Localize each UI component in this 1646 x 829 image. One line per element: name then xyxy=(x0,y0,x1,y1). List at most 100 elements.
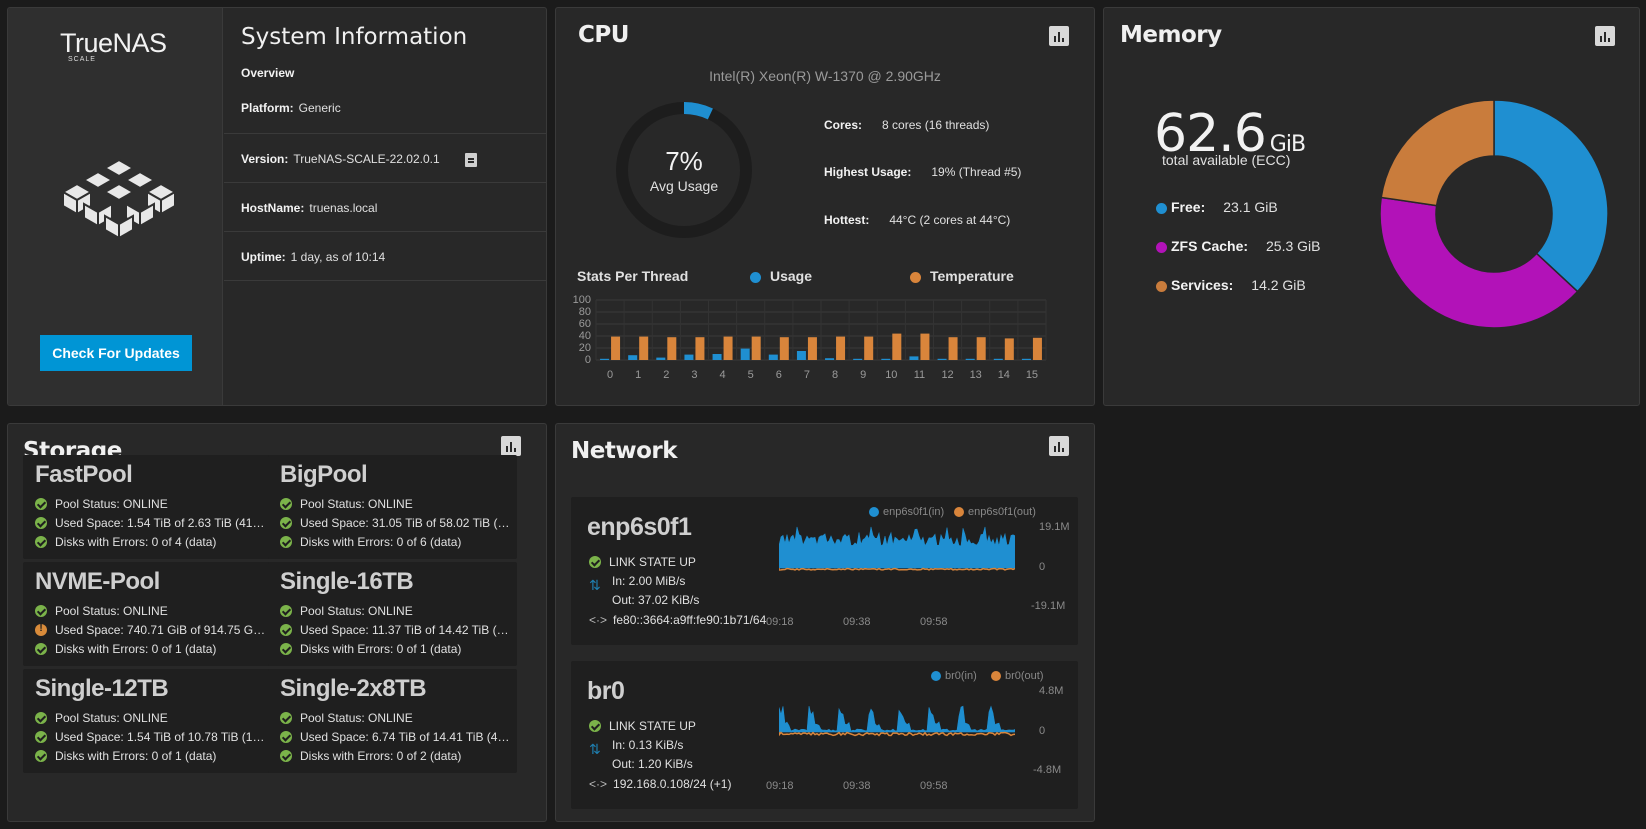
interface-address: <·> fe80::3664:a9ff:fe90:1b71/64 xyxy=(589,613,773,627)
x-tick-label: 0 xyxy=(607,369,613,381)
pool-card: Single-16TB Pool Status: ONLINE Used Space… xyxy=(268,562,517,666)
truenas-mark-icon xyxy=(60,158,178,240)
pool-status: Pool Status: ONLINE xyxy=(280,604,512,618)
check-icon xyxy=(280,643,292,655)
check-icon xyxy=(280,536,292,548)
usage-bar xyxy=(825,358,835,360)
cpu-gauge-arc xyxy=(616,102,752,238)
memory-services-label: Services: xyxy=(1171,277,1234,293)
y-tick-label: 100 xyxy=(573,294,591,306)
x-tick-label: 14 xyxy=(998,369,1010,381)
pool-status: Pool Status: ONLINE xyxy=(35,604,267,618)
version-row: Version: TrueNAS-SCALE-22.02.0.1 xyxy=(224,135,546,183)
temperature-bar xyxy=(920,333,930,360)
temperature-bar xyxy=(751,336,761,360)
overview-heading: Overview xyxy=(241,66,295,80)
memory-services-value: 14.2 GiB xyxy=(1251,277,1306,293)
legend-in: enp6s0f1(in) xyxy=(869,506,944,518)
memory-total-sub: total available (ECC) xyxy=(1162,152,1291,168)
memory-reports-icon[interactable] xyxy=(1595,26,1615,46)
free-dot-icon xyxy=(1156,202,1167,214)
check-icon xyxy=(280,517,292,529)
pool-used-text: Used Space: 740.71 GiB of 914.75 GiB (81… xyxy=(55,623,267,637)
platform-row: Platform: Generic xyxy=(224,98,546,134)
stats-per-thread-label: Stats Per Thread xyxy=(577,268,689,284)
x-tick-label: 12 xyxy=(941,369,953,381)
truenas-logo: TrueNAS xyxy=(60,28,167,58)
link-icon: <·> xyxy=(589,613,608,627)
services-dot-icon xyxy=(1156,280,1167,292)
cpu-title: CPU xyxy=(578,22,629,48)
system-logo-panel: TrueNAS SCALE Check For xyxy=(8,8,223,405)
x-tick-label: 11 xyxy=(914,369,925,381)
pool-used-text: Used Space: 1.54 TiB of 10.78 TiB (14% U… xyxy=(55,730,267,744)
pool-used-space: Used Space: 11.37 TiB of 14.42 TiB (79% … xyxy=(280,623,512,637)
pool-status: Pool Status: ONLINE xyxy=(35,497,267,511)
temperature-bar xyxy=(836,336,846,360)
link-state: LINK STATE UP xyxy=(589,555,773,569)
y-min-label: -19.1M xyxy=(1031,600,1066,612)
pool-disk-errors: Disks with Errors: 0 of 6 (data) xyxy=(280,535,512,549)
usage-bar xyxy=(909,356,919,360)
pool-used-space: Used Space: 740.71 GiB of 914.75 GiB (81… xyxy=(35,623,267,637)
memory-card: Memory 62.6 GiB total available (ECC) Fre… xyxy=(1103,7,1640,406)
x-tick-label: 2 xyxy=(663,369,669,381)
temperature-bar xyxy=(807,337,817,360)
highest-value: 19% (Thread #5) xyxy=(931,165,1022,179)
check-icon xyxy=(280,605,292,617)
legend-in-label: enp6s0f1(in) xyxy=(883,506,945,518)
check-for-updates-button[interactable]: Check For Updates xyxy=(40,335,192,371)
pool-name: NVME-Pool xyxy=(35,568,160,595)
y-tick-label: 40 xyxy=(579,330,591,342)
legend-usage: Usage xyxy=(750,268,812,284)
pool-used-text: Used Space: 6.74 TiB of 14.41 TiB (47% U… xyxy=(300,730,512,744)
services-slice xyxy=(1380,99,1495,207)
traffic-out-line xyxy=(779,731,1015,737)
hottest-label: Hottest: xyxy=(824,213,870,227)
pool-card: NVME-Pool Pool Status: ONLINE Used Space: … xyxy=(23,562,272,666)
usage-bar xyxy=(993,358,1003,360)
pool-disk-errors-text: Disks with Errors: 0 of 6 (data) xyxy=(300,535,462,549)
cpu-hottest-stat: Hottest: 44°C (2 cores at 44°C) xyxy=(824,213,1010,227)
usage-bar xyxy=(740,348,750,360)
pool-card: BigPool Pool Status: ONLINE Used Space: 31… xyxy=(268,455,517,559)
traffic-arrows-icon: ⇅ xyxy=(589,577,601,593)
interface-address-text: 192.168.0.108/24 (+1) xyxy=(613,777,732,791)
pool-disk-errors-text: Disks with Errors: 0 of 4 (data) xyxy=(55,535,217,549)
interface-br0: br0 LINK STATE UP ⇅ In: 0.13 KiB/s Out: … xyxy=(571,661,1078,809)
memory-total: 62.6 GiB xyxy=(1154,104,1306,164)
y-min-label: -4.8M xyxy=(1033,764,1062,776)
y-zero-label: 0 xyxy=(1039,561,1046,573)
pool-status: Pool Status: ONLINE xyxy=(280,711,512,725)
zfs-dot-icon xyxy=(1156,241,1167,253)
pool-card: Single-2x8TB Pool Status: ONLINE Used Spac… xyxy=(268,669,517,773)
legend-out-label: enp6s0f1(out) xyxy=(968,506,1036,518)
pool-name: Single-2x8TB xyxy=(280,675,427,702)
traffic-in: In: 2.00 MiB/s xyxy=(612,574,686,588)
cpu-reports-icon[interactable] xyxy=(1049,26,1069,46)
memory-zfs-value: 25.3 GiB xyxy=(1266,238,1321,254)
in-dot-icon xyxy=(869,507,879,518)
pool-name: BigPool xyxy=(280,461,368,488)
pool-disk-errors: Disks with Errors: 0 of 1 (data) xyxy=(35,642,267,656)
usage-bar xyxy=(628,355,638,360)
cpu-cores-stat: Cores: 8 cores (16 threads) xyxy=(824,118,989,132)
cpu-card: CPU Intel(R) Xeon(R) W-1370 @ 2.90GHz 7%… xyxy=(555,7,1095,406)
check-icon xyxy=(35,536,47,548)
check-icon xyxy=(280,498,292,510)
pool-name: Single-16TB xyxy=(280,568,414,595)
legend-temperature: Temperature xyxy=(910,268,1014,284)
memory-zfs-label: ZFS Cache: xyxy=(1171,238,1249,254)
y-max-label: 19.1M xyxy=(1039,521,1070,533)
network-reports-icon[interactable] xyxy=(1049,436,1069,456)
storage-reports-icon[interactable] xyxy=(501,436,521,456)
y-zero-label: 0 xyxy=(1039,725,1046,737)
clipboard-icon[interactable] xyxy=(464,152,477,167)
platform-value: Generic xyxy=(298,101,341,115)
x-tick-label: 10 xyxy=(885,369,897,381)
time-label: 09:58 xyxy=(920,616,948,628)
x-tick-label: 4 xyxy=(720,369,726,381)
temperature-bar xyxy=(695,337,705,360)
memory-free-value: 23.1 GiB xyxy=(1223,199,1278,215)
uptime-row: Uptime: 1 day, as of 10:14 xyxy=(224,233,546,281)
